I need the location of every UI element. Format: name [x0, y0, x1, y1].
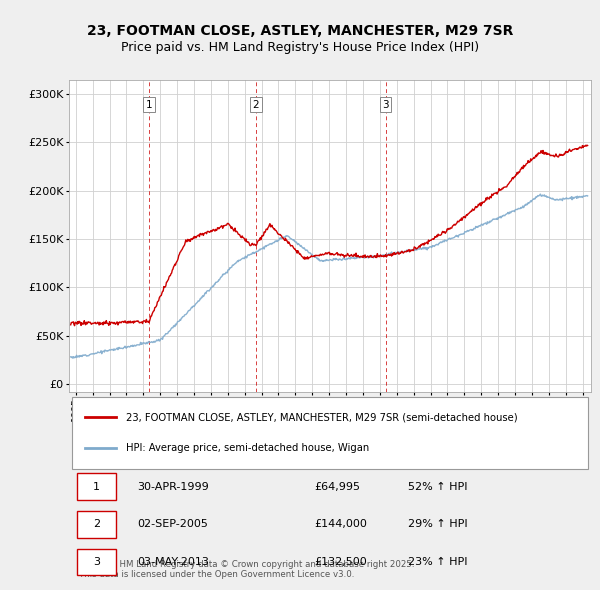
Text: Price paid vs. HM Land Registry's House Price Index (HPI): Price paid vs. HM Land Registry's House …	[121, 41, 479, 54]
FancyBboxPatch shape	[77, 473, 116, 500]
Text: Contains HM Land Registry data © Crown copyright and database right 2025.
This d: Contains HM Land Registry data © Crown c…	[79, 560, 415, 579]
Text: 02-SEP-2005: 02-SEP-2005	[137, 519, 208, 529]
Text: 2: 2	[93, 519, 100, 529]
Text: HPI: Average price, semi-detached house, Wigan: HPI: Average price, semi-detached house,…	[127, 443, 370, 453]
Text: £64,995: £64,995	[314, 481, 361, 491]
Text: 30-APR-1999: 30-APR-1999	[137, 481, 209, 491]
Text: 2: 2	[253, 100, 259, 110]
Text: 23% ↑ HPI: 23% ↑ HPI	[409, 557, 468, 567]
Text: 52% ↑ HPI: 52% ↑ HPI	[409, 481, 468, 491]
FancyBboxPatch shape	[77, 549, 116, 575]
Text: 23, FOOTMAN CLOSE, ASTLEY, MANCHESTER, M29 7SR: 23, FOOTMAN CLOSE, ASTLEY, MANCHESTER, M…	[87, 24, 513, 38]
Text: £132,500: £132,500	[314, 557, 367, 567]
Text: 3: 3	[382, 100, 389, 110]
FancyBboxPatch shape	[71, 396, 589, 468]
Text: 3: 3	[93, 557, 100, 567]
Text: 1: 1	[146, 100, 152, 110]
Text: 03-MAY-2013: 03-MAY-2013	[137, 557, 209, 567]
FancyBboxPatch shape	[77, 511, 116, 537]
Text: 1: 1	[93, 481, 100, 491]
Text: £144,000: £144,000	[314, 519, 367, 529]
Text: 23, FOOTMAN CLOSE, ASTLEY, MANCHESTER, M29 7SR (semi-detached house): 23, FOOTMAN CLOSE, ASTLEY, MANCHESTER, M…	[127, 412, 518, 422]
Text: 29% ↑ HPI: 29% ↑ HPI	[409, 519, 468, 529]
